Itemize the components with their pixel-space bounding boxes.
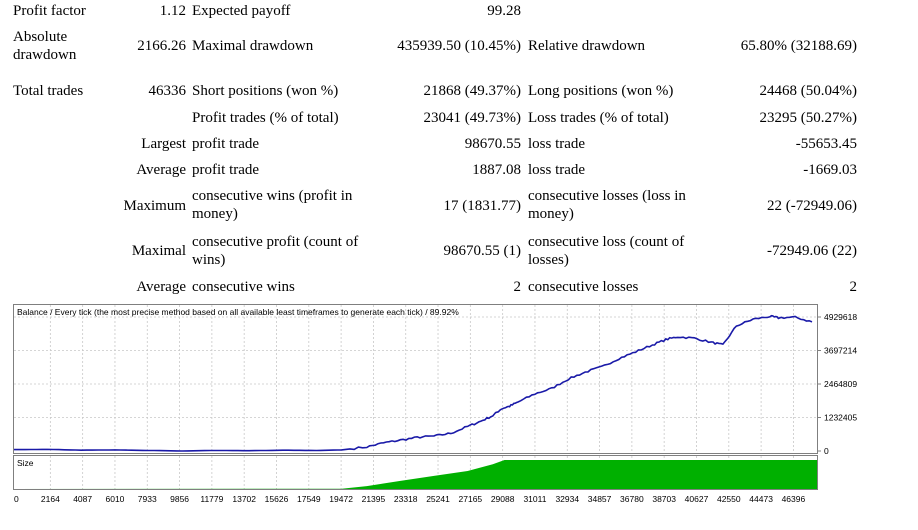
- short-positions-label: Short positions (won %): [192, 83, 339, 99]
- loss-trades-label: Loss trades (% of total): [528, 110, 669, 126]
- absolute-drawdown-label: Absolute drawdown: [13, 29, 77, 63]
- maximum-label: Maximum: [123, 198, 187, 214]
- avg-cons-losses-value: 2: [849, 279, 858, 295]
- x-tick-label: 44473: [749, 494, 773, 504]
- maximal-drawdown-label: Maximal drawdown: [192, 38, 314, 54]
- report-table: Profit factor 1.12 Expected payoff 99.28…: [13, 3, 858, 295]
- total-trades-value: 46336: [148, 83, 187, 99]
- x-tick-label: 31011: [523, 494, 546, 504]
- x-tick-label: 9856: [170, 494, 189, 504]
- x-tick-label: 23318: [394, 494, 418, 504]
- x-tick-label: 27165: [459, 494, 483, 504]
- profit-trades-label: Profit trades (% of total): [192, 110, 339, 126]
- max-cons-wins-label: consecutive wins (profit in money): [192, 188, 353, 222]
- average-loss-value: -1669.03: [803, 162, 857, 178]
- y-tick-label: 1232405: [824, 412, 857, 422]
- maximal-cons-loss-value: -72949.06 (22): [767, 243, 857, 259]
- x-tick-label: 32934: [555, 494, 579, 504]
- balance-plot-frame: [13, 304, 818, 454]
- average2-label: Average: [136, 279, 186, 295]
- size-area: [14, 460, 817, 489]
- total-trades-label: Total trades: [13, 83, 84, 99]
- largest-loss-label: loss trade: [528, 136, 586, 152]
- avg-cons-wins-value: 2: [513, 279, 522, 295]
- loss-trades-value: 23295 (50.27%): [759, 110, 858, 126]
- maximal-label: Maximal: [131, 243, 186, 259]
- x-tick-label: 40627: [685, 494, 709, 504]
- x-tick-label: 2164: [41, 494, 60, 504]
- x-tick-label: 34857: [588, 494, 612, 504]
- maximal-cons-profit-label: consecutive profit (count of wins): [192, 234, 359, 268]
- balance-y-ticks: 0 1232405 2464809 3697214 4929618: [817, 312, 857, 456]
- x-tick-label: 29088: [491, 494, 515, 504]
- maximal-cons-loss-label: consecutive loss (count of losses): [528, 234, 685, 268]
- x-tick-label: 6010: [106, 494, 125, 504]
- profit-factor-label: Profit factor: [13, 3, 86, 19]
- y-tick-label: 3697214: [824, 345, 857, 355]
- balance-line: [14, 314, 813, 452]
- x-tick-label: 17549: [297, 494, 321, 504]
- max-cons-losses-label: consecutive losses (loss in money): [528, 188, 686, 222]
- short-positions-value: 21868 (49.37%): [423, 83, 522, 99]
- y-tick-label: 4929618: [824, 312, 857, 322]
- y-tick-label: 2464809: [824, 379, 857, 389]
- profit-trades-value: 23041 (49.73%): [423, 110, 522, 126]
- long-positions-label: Long positions (won %): [528, 83, 674, 99]
- average-label: Average: [136, 162, 186, 178]
- average-profit-value: 1887.08: [472, 162, 521, 178]
- x-axis-ticks: 0 2164 4087 6010 7933 9856 11779 13702 15626 1754…: [14, 494, 806, 504]
- balance-chart-panel: Balance / Every tick (the most precise m…: [12, 303, 892, 525]
- largest-profit-label: profit trade: [192, 136, 260, 152]
- average-profit-label: profit trade: [192, 162, 260, 178]
- balance-chart-title: Balance / Every tick (the most precise m…: [17, 307, 459, 317]
- x-tick-label: 38703: [652, 494, 676, 504]
- x-tick-label: 11779: [200, 494, 223, 504]
- x-tick-label: 42550: [717, 494, 741, 504]
- expected-payoff-value: 99.28: [487, 3, 521, 19]
- relative-drawdown-value: 65.80% (32188.69): [740, 38, 857, 54]
- absolute-drawdown-value: 2166.26: [137, 38, 186, 54]
- avg-cons-wins-label: consecutive wins: [192, 279, 295, 295]
- x-tick-label: 19472: [329, 494, 353, 504]
- relative-drawdown-label: Relative drawdown: [528, 38, 646, 54]
- x-tick-label: 36780: [620, 494, 644, 504]
- x-tick-label: 21395: [362, 494, 386, 504]
- largest-loss-value: -55653.45: [795, 136, 857, 152]
- x-tick-label: 4087: [73, 494, 92, 504]
- x-tick-label: 46396: [782, 494, 806, 504]
- x-tick-label: 25241: [426, 494, 450, 504]
- average-loss-label: loss trade: [528, 162, 586, 178]
- x-tick-label: 15626: [265, 494, 289, 504]
- max-cons-wins-value: 17 (1831.77): [443, 198, 522, 214]
- x-tick-label: 7933: [138, 494, 157, 504]
- balance-grid: [14, 305, 817, 453]
- expected-payoff-label: Expected payoff: [192, 3, 291, 19]
- profit-factor-value: 1.12: [159, 3, 186, 19]
- chart-svg: Balance / Every tick (the most precise m…: [13, 304, 857, 504]
- maximal-drawdown-value: 435939.50 (10.45%): [397, 38, 521, 54]
- avg-cons-losses-label: consecutive losses: [528, 279, 639, 295]
- x-tick-label: 13702: [232, 494, 256, 504]
- long-positions-value: 24468 (50.04%): [759, 83, 858, 99]
- max-cons-losses-value: 22 (-72949.06): [767, 198, 857, 214]
- size-chart-title: Size: [17, 458, 34, 468]
- largest-profit-value: 98670.55: [464, 136, 521, 152]
- x-tick-label: 0: [14, 494, 19, 504]
- y-tick-label: 0: [824, 446, 829, 456]
- largest-label: Largest: [141, 136, 186, 152]
- maximal-cons-profit-value: 98670.55 (1): [443, 243, 522, 259]
